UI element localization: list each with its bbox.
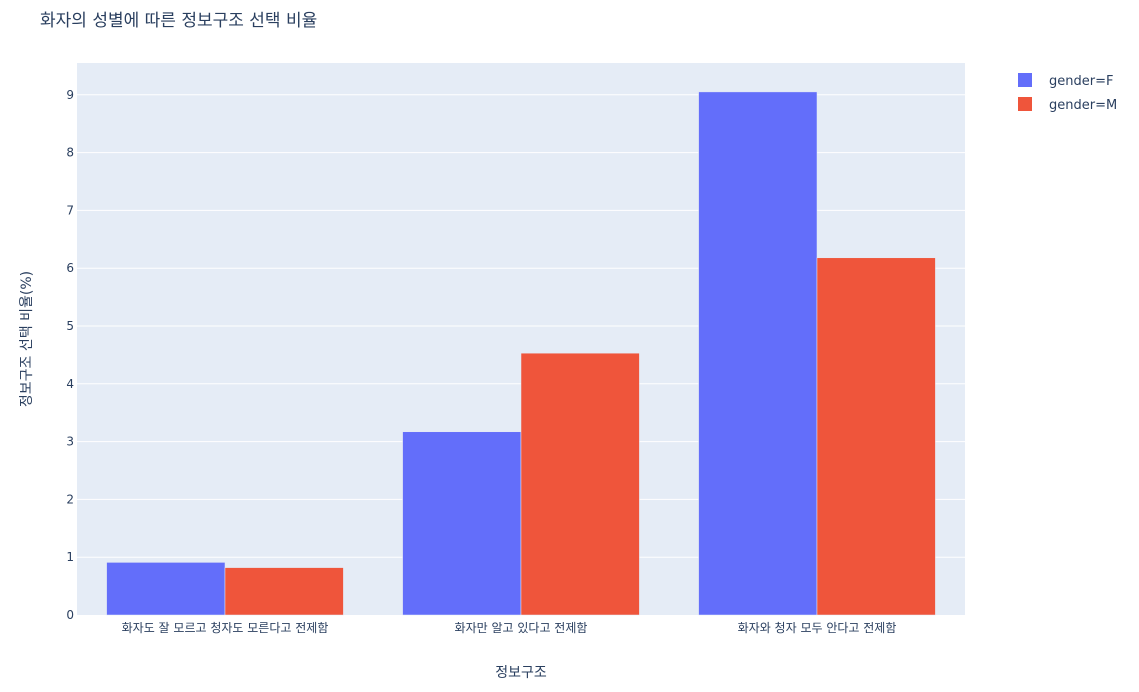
legend[interactable]: gender=F gender=M — [1018, 73, 1117, 113]
legend-label: gender=F — [1049, 74, 1113, 89]
x-tick-label: 화자와 청자 모두 안다고 전제함 — [738, 621, 897, 635]
y-tick-labels: 0 1 2 3 4 5 6 7 8 9 — [66, 88, 74, 622]
legend-item[interactable]: gender=F — [1018, 73, 1113, 89]
y-tick-label: 8 — [66, 146, 74, 160]
y-tick-label: 3 — [66, 435, 74, 449]
legend-swatch — [1018, 73, 1032, 87]
x-tick-label: 화자만 알고 있다고 전제함 — [455, 621, 588, 635]
y-axis-title: 정보구조 선택 비율(%) — [19, 271, 35, 407]
x-axis-title: 정보구조 — [495, 665, 547, 681]
y-tick-label: 4 — [66, 377, 74, 391]
legend-label: gender=M — [1049, 98, 1117, 113]
bar-gender-m[interactable] — [520, 352, 640, 616]
x-tick-labels: 화자도 잘 모르고 청자도 모른다고 전제함 화자만 알고 있다고 전제함 화자와 … — [122, 621, 897, 635]
bar-gender-f[interactable] — [106, 562, 226, 616]
y-tick-label: 6 — [66, 261, 74, 275]
bar-gender-m[interactable] — [224, 567, 344, 616]
y-tick-label: 5 — [66, 319, 74, 333]
bars — [106, 91, 936, 616]
y-tick-label: 7 — [66, 203, 74, 217]
chart-title: 화자의 성별에 따른 정보구조 선택 비율 — [40, 11, 317, 31]
y-tick-label: 2 — [66, 492, 74, 506]
legend-item[interactable]: gender=M — [1018, 97, 1117, 113]
bar-gender-f[interactable] — [698, 91, 818, 616]
legend-swatch — [1018, 97, 1032, 111]
bar-gender-f[interactable] — [402, 431, 522, 616]
y-tick-label: 1 — [66, 550, 74, 564]
y-tick-label: 0 — [66, 608, 74, 622]
bar-gender-m[interactable] — [816, 257, 936, 616]
x-tick-label: 화자도 잘 모르고 청자도 모른다고 전제함 — [122, 621, 329, 635]
y-tick-label: 9 — [66, 88, 74, 102]
